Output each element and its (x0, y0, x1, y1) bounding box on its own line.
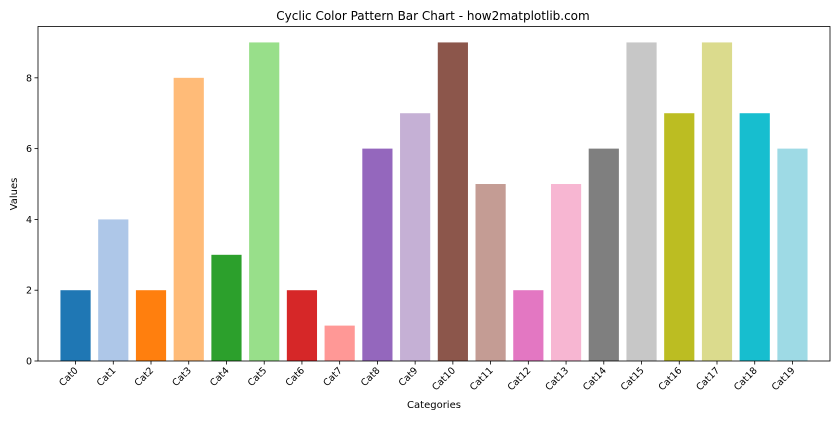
bar-cat3 (173, 77, 204, 362)
x-tick-label: Cat9 (397, 365, 421, 389)
y-tick-label: 2 (26, 286, 32, 297)
x-tick-label: Cat10 (430, 365, 458, 393)
bar-cat10 (437, 42, 468, 362)
y-axis-label: Values (9, 178, 20, 211)
bar-cat13 (550, 184, 582, 361)
y-tick-label: 0 (26, 357, 32, 368)
x-tick-label: Cat0 (57, 365, 81, 389)
bar-cat14 (588, 148, 619, 361)
x-tick-label: Cat11 (468, 365, 496, 393)
bar-cat2 (135, 290, 167, 361)
y-axis-ticks: 0 2 4 6 8 (26, 73, 38, 368)
bar-cat7 (324, 325, 355, 361)
bar-cat6 (286, 290, 318, 361)
bar-cat11 (475, 184, 506, 361)
bar-cat4 (211, 254, 242, 361)
bars-group (60, 42, 808, 362)
x-tick-label: Cat17 (694, 365, 722, 393)
x-axis-label: Categories (407, 400, 461, 411)
plot-frame (37, 26, 831, 362)
x-tick-label: Cat3 (170, 365, 194, 389)
x-tick-label: Cat15 (619, 365, 647, 393)
x-tick-label: Cat7 (321, 365, 345, 389)
bar-cat15 (626, 42, 657, 362)
x-tick-label: Cat4 (208, 365, 232, 389)
bar-cat9 (400, 113, 431, 361)
x-tick-label: Cat2 (133, 365, 157, 389)
bar-cat16 (664, 113, 695, 361)
bar-cat1 (98, 219, 129, 361)
bar-cat19 (777, 148, 808, 361)
x-tick-label: Cat1 (95, 365, 119, 389)
bar-cat0 (60, 290, 91, 361)
x-tick-label: Cat12 (506, 365, 534, 393)
bar-cat17 (701, 42, 733, 362)
x-tick-label: Cat14 (581, 365, 609, 393)
x-tick-label: Cat6 (284, 365, 308, 389)
bar-cat12 (513, 290, 544, 361)
bar-cat8 (362, 148, 393, 361)
bar-cat18 (739, 113, 770, 361)
x-axis-ticks: Cat0 Cat1 Cat2 Cat3 Cat4 Cat5 Cat6 Cat7 Cat8 Cat9… (57, 361, 798, 393)
x-tick-label: Cat13 (543, 365, 571, 393)
y-tick-label: 6 (26, 144, 32, 155)
y-tick-label: 4 (26, 215, 32, 226)
x-tick-label: Cat19 (770, 365, 798, 393)
chart-title: Cyclic Color Pattern Bar Chart - how2mat… (276, 9, 589, 23)
x-tick-label: Cat16 (657, 365, 685, 393)
y-tick-label: 8 (26, 73, 32, 84)
x-tick-label: Cat8 (359, 365, 383, 389)
x-tick-label: Cat18 (732, 365, 760, 393)
bar-cat5 (249, 42, 280, 362)
x-tick-label: Cat5 (246, 365, 270, 389)
